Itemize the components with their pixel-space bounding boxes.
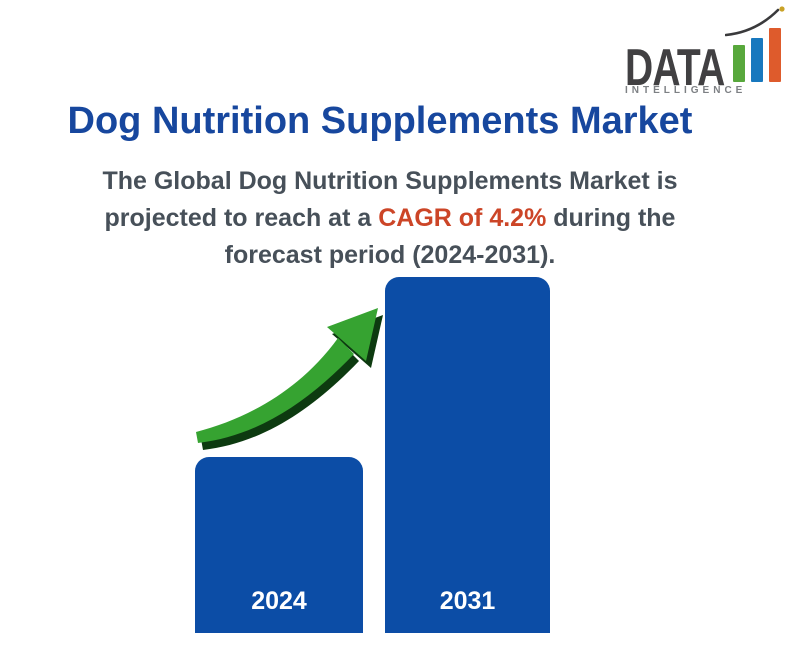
subtitle-line3: forecast period (2024-2031). xyxy=(224,241,556,269)
bar-label-2024: 2024 xyxy=(251,587,307,615)
bar-2024: 2024 xyxy=(195,457,363,633)
growth-arrow-head xyxy=(327,308,378,361)
bar-label-2031: 2031 xyxy=(439,587,496,615)
brand-logo: DATA INTELLIGENCE xyxy=(625,6,790,97)
logo-brand-text: DATA xyxy=(625,39,725,97)
bar-2031: 2031 xyxy=(385,277,550,633)
logo-bar-orange-icon xyxy=(769,28,781,82)
subtitle-line2-pre: projected to reach at a xyxy=(104,204,379,232)
logo-swoosh-curve xyxy=(725,8,780,37)
subtitle: The Global Dog Nutrition Supplements Mar… xyxy=(0,163,780,274)
logo-swoosh-icon xyxy=(725,6,785,37)
growth-arrow-body xyxy=(196,338,354,443)
cagr-highlight: CAGR of 4.2% xyxy=(378,204,547,232)
subtitle-line2-post: during the xyxy=(546,204,676,232)
logo-bar-green-icon xyxy=(733,45,745,82)
page-title: Dog Nutrition Supplements Market xyxy=(67,100,693,142)
logo-swoosh-dot xyxy=(779,6,785,12)
logo-bar-blue-icon xyxy=(751,38,763,82)
logo-subtext: INTELLIGENCE xyxy=(625,85,747,96)
growth-arrow-icon xyxy=(196,308,383,450)
subtitle-line1: The Global Dog Nutrition Supplements Mar… xyxy=(102,167,678,195)
